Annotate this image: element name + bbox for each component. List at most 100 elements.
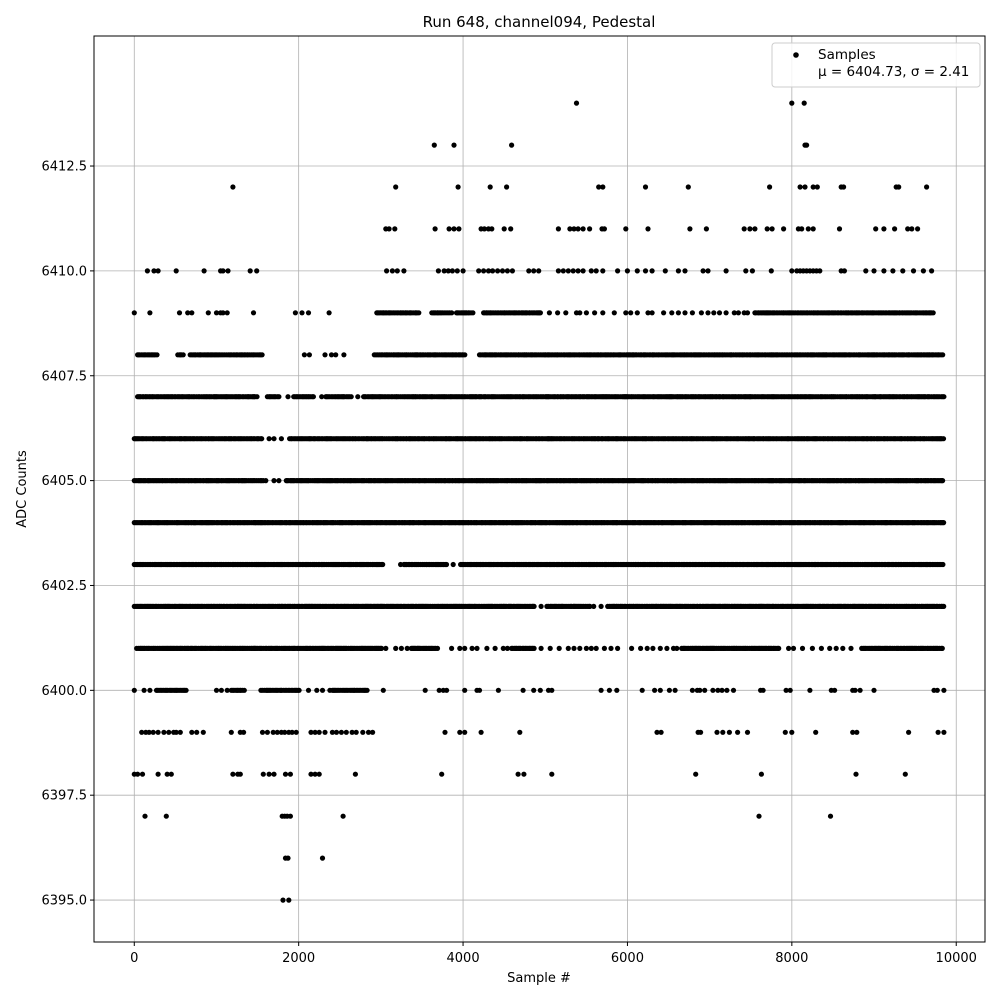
data-point (702, 687, 708, 693)
data-point (730, 687, 737, 693)
data-point (538, 603, 544, 610)
data-point (813, 729, 819, 735)
data-point (805, 226, 811, 232)
data-point (600, 184, 606, 190)
data-point (909, 226, 915, 232)
data-point (657, 645, 663, 652)
data-point (241, 729, 247, 735)
data-point (319, 394, 325, 400)
data-point (675, 268, 682, 274)
data-point (264, 394, 270, 400)
data-point (703, 226, 710, 232)
data-point (687, 226, 693, 232)
data-point (266, 771, 272, 777)
data-point (142, 813, 148, 819)
data-point (623, 310, 629, 316)
data-point (380, 687, 386, 693)
data-point (807, 687, 813, 693)
data-point (697, 687, 703, 693)
data-point (526, 268, 532, 274)
data-point (723, 268, 729, 274)
data-point (500, 645, 506, 652)
data-point (341, 352, 347, 358)
data-point (449, 310, 455, 316)
data-point (658, 729, 664, 735)
data-point (263, 478, 269, 484)
data-point (934, 687, 940, 693)
data-point (601, 226, 608, 232)
data-point (598, 687, 604, 693)
chart-title: Run 648, channel094, Pedestal (423, 13, 656, 31)
data-point (492, 645, 498, 652)
data-point (312, 729, 318, 735)
data-point (316, 729, 322, 735)
data-point (799, 645, 806, 652)
data-point (700, 268, 706, 274)
data-point (445, 268, 451, 274)
data-point (698, 310, 705, 316)
data-point (164, 771, 170, 777)
data-point (285, 855, 291, 861)
data-point (470, 310, 476, 316)
data-point (449, 268, 455, 274)
data-point (352, 771, 358, 777)
data-point (789, 729, 795, 735)
data-point (299, 310, 305, 316)
data-point (462, 729, 468, 735)
data-point (282, 729, 288, 735)
data-point (682, 310, 688, 316)
data-point (355, 394, 361, 400)
data-point (555, 268, 562, 274)
data-point (560, 268, 566, 274)
data-point (481, 268, 487, 274)
data-point (293, 729, 299, 735)
data-point (940, 561, 946, 568)
x-tick-label: 4000 (447, 951, 480, 966)
data-point (446, 226, 452, 232)
data-point (652, 687, 658, 693)
data-point (166, 729, 172, 735)
data-point (814, 184, 820, 190)
data-point (682, 268, 688, 274)
data-point (274, 729, 280, 735)
data-point (504, 184, 510, 190)
data-point (278, 436, 284, 442)
y-tick-label: 6400.0 (42, 684, 88, 699)
data-point (941, 687, 947, 693)
data-point (220, 268, 226, 274)
data-point (364, 687, 370, 693)
legend-box (771, 42, 981, 88)
data-point (614, 687, 620, 693)
data-point (583, 645, 590, 652)
data-point (264, 729, 270, 735)
data-point (649, 268, 655, 274)
data-point (404, 645, 410, 652)
data-point (577, 310, 583, 316)
data-point (565, 645, 571, 652)
data-point (141, 687, 147, 693)
data-point (634, 268, 640, 274)
data-point (322, 729, 328, 735)
data-point (348, 394, 354, 400)
data-point (598, 603, 604, 610)
data-point (596, 184, 602, 190)
data-point (401, 268, 407, 274)
data-point (319, 687, 326, 693)
x-tick-label: 2000 (282, 951, 315, 966)
data-point (657, 687, 663, 693)
data-point (666, 687, 673, 693)
data-point (756, 813, 762, 819)
data-point (852, 687, 858, 693)
data-point (504, 645, 510, 652)
data-point (515, 771, 521, 777)
data-point (669, 310, 675, 316)
data-point (841, 184, 847, 190)
data-point (797, 184, 803, 190)
data-point (840, 645, 846, 652)
data-point (489, 226, 495, 232)
data-point (451, 226, 457, 232)
data-point (439, 771, 445, 777)
data-point (139, 729, 145, 735)
data-point (601, 645, 608, 652)
